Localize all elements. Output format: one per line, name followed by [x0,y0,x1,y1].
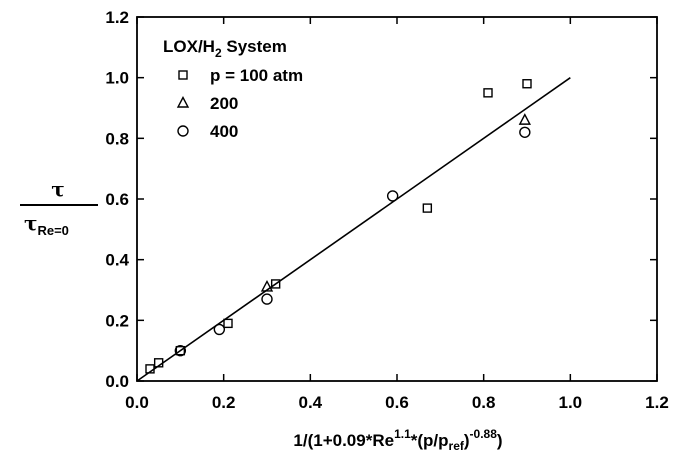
x-tick-label: 0.4 [299,393,323,412]
legend: LOX/H2 System p = 100 atm 200 400 [163,37,303,141]
legend-label: p = 100 atm [210,66,303,85]
legend-title: LOX/H2 System [163,37,287,60]
data-point-square [483,88,493,98]
data-point-triangle [518,113,531,125]
data-point-circle [261,293,273,305]
fit-line-layer [136,77,571,382]
fit-line [136,77,571,382]
legend-marker-circle [177,125,189,137]
x-tick-label: 0.2 [212,393,236,412]
y-tick-label: 0.8 [105,129,129,148]
data-point-circle [213,323,226,336]
x-tick-label: 0.6 [385,393,409,412]
y-tick-label: 1.2 [105,8,129,27]
legend-marker-square [178,70,188,80]
data-point-square [153,358,164,368]
legend-title-subscript: 2 [215,46,222,60]
y-tick-label: 1.0 [105,69,129,88]
data-point-square [145,364,155,374]
x-tick-label: 0.0 [125,393,149,412]
data-point-square [270,279,281,289]
data-point-circle [519,126,531,138]
ticks-layer: 0.0 0.2 0.4 0.6 0.8 1.0 1.2 0.0 0.2 0.4 0.6 0.8 1.0 1… [105,8,668,412]
y-label-denominator: τRe=0 [24,211,69,238]
x-tick-label: 0.8 [472,393,496,412]
data-point-square [522,79,532,89]
x-tick-label: 1.2 [645,393,669,412]
y-tick-label: 0.4 [105,251,129,270]
y-tick-label: 0.2 [105,311,129,330]
y-tick-label: 0.6 [105,190,129,209]
data-point-square [175,345,186,356]
data-point-square [223,318,233,329]
y-tick-label: 0.0 [105,372,129,391]
data-points-layer [145,79,532,374]
y-axis-label: τ τRe=0 [20,177,98,238]
y-label-numerator: τ [51,177,64,201]
legend-label: 400 [210,122,238,141]
x-axis-label: 1/(1+0.09*Re1.1*(p/pref)-0.88) [293,427,502,453]
data-point-square [422,203,433,213]
x-tick-label: 1.0 [559,393,583,412]
data-point-circle [386,190,399,202]
legend-label: 200 [210,94,238,113]
data-point-circle [174,344,187,357]
legend-marker-triangle [176,95,190,108]
data-point-triangle [260,279,274,292]
legend-entries: p = 100 atm 200 400 [176,66,303,141]
